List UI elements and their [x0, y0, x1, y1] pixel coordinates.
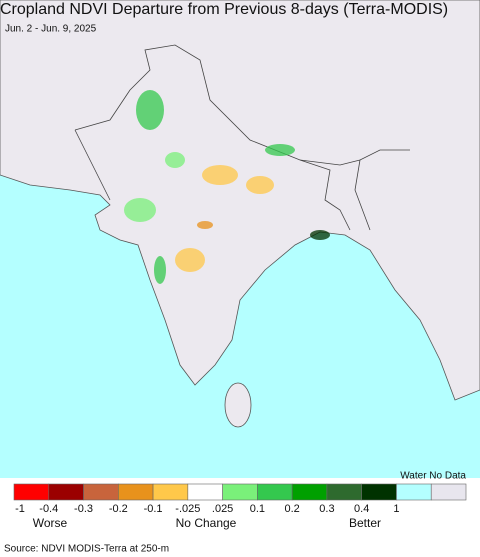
country-borders	[74, 44, 410, 231]
legend-swatch	[152, 483, 189, 501]
legend-swatch	[118, 483, 154, 501]
legend-tick-label: -0.3	[74, 503, 93, 515]
legend-worse: Worse	[33, 516, 68, 530]
legend-tick-label: -0.1	[144, 503, 163, 515]
legend-swatch	[83, 483, 119, 501]
legend-swatch	[326, 483, 362, 501]
source: Source: NDVI MODIS-Terra at 250-m	[4, 544, 169, 555]
legend-no-change: No Change	[176, 516, 237, 530]
legend-tick-label: 1	[393, 503, 399, 515]
legend-swatch	[396, 483, 432, 501]
legend-tick-label: -0.2	[109, 503, 128, 515]
sri-lanka	[224, 382, 252, 428]
legend-swatch	[430, 483, 467, 501]
map-subtitle: Jun. 2 - Jun. 9, 2025	[5, 24, 97, 35]
legend-swatch	[257, 483, 293, 501]
legend-swatch	[361, 483, 397, 501]
legend-swatch	[187, 483, 223, 501]
map-title: Cropland NDVI Departure from Previous 8-…	[0, 1, 448, 18]
legend-tick-label: -1	[15, 503, 25, 515]
legend-header: Water No Data	[400, 471, 466, 482]
legend-tick-label: 0.4	[354, 503, 369, 515]
legend-swatch	[48, 483, 84, 501]
legend-tick-label: -.025	[175, 503, 200, 515]
legend-tick-label: 0.1	[250, 503, 265, 515]
ndvi-patches	[124, 90, 330, 284]
legend-swatch	[222, 483, 258, 501]
legend: -1 -0.4 -0.3 -0.2 -0.1 -.025 .025 0.1 0.2 0.3 0.4 1	[13, 483, 467, 515]
legend-swatch	[13, 483, 50, 501]
legend-better: Better	[349, 516, 381, 530]
land	[0, 0, 480, 401]
legend-tick-label: -0.4	[39, 503, 58, 515]
legend-tick-label: .025	[212, 503, 233, 515]
legend-tick-label: 0.2	[285, 503, 300, 515]
legend-tick-label: 0.3	[319, 503, 334, 515]
legend-swatch	[291, 483, 328, 501]
